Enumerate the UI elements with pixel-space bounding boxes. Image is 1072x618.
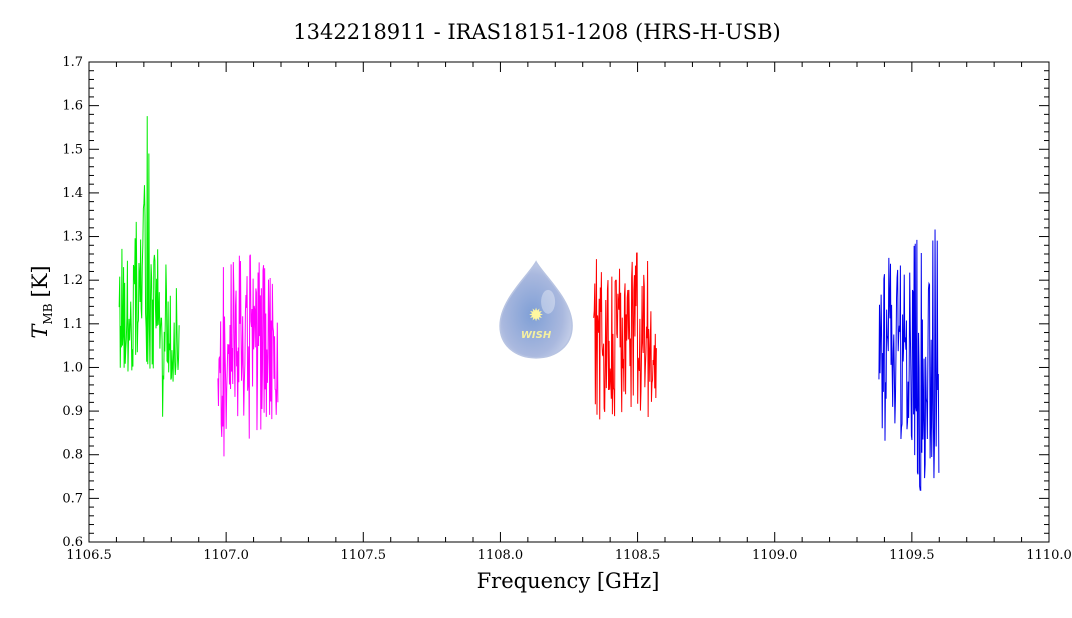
y-tick-label: 0.9 [62,404,83,419]
y-tick-label: 1.3 [62,230,83,245]
wish-highlight [541,289,556,314]
x-tick-label: 1110.0 [1026,548,1072,563]
y-tick-label: 1.6 [62,99,83,114]
axis-ticks [88,61,1050,543]
wish-logo: ✹ WISH [499,260,573,359]
y-axis-title: TMB [K] [28,265,55,338]
x-tick-label: 1108.5 [615,548,661,563]
y-tick-label: 1.0 [62,360,83,375]
y-axis-subscript: MB [41,303,55,324]
series-line-0 [118,116,180,417]
wish-logo-text: WISH [521,330,552,341]
y-tick-labels: 0.6 0.7 0.8 0.9 1.0 1.1 1.2 1.3 1.4 1.5 1.6 1.7 [62,55,83,550]
y-axis-symbol: T [28,323,52,339]
x-tick-label: 1107.0 [203,548,249,563]
y-tick-label: 1.1 [62,317,83,332]
y-tick-label: 0.6 [62,535,83,550]
series-0 [118,116,180,417]
plot-frame [88,61,1050,543]
x-axis-title: Frequency [GHz] [477,569,660,593]
wish-droplet [499,260,573,359]
star-icon: ✹ [529,305,544,326]
y-tick-label: 1.4 [62,186,83,201]
series-1 [217,254,279,457]
y-tick-label: 0.8 [62,448,83,463]
x-tick-label: 1107.5 [341,548,387,563]
chart-title: 1342218911 - IRAS18151-1208 (HRS-H-USB) [293,20,780,44]
y-tick-label: 1.7 [62,55,83,70]
series-2 [593,252,657,420]
x-tick-label: 1109.0 [752,548,798,563]
y-tick-label: 1.5 [62,142,83,157]
spectrum-traces [118,116,940,491]
series-line-2 [593,252,657,420]
series-line-1 [217,254,279,457]
x-tick-label: 1106.5 [66,548,112,563]
x-tick-labels: 1106.5 1107.0 1107.5 1108.0 1108.5 1109.0 1109… [66,548,1072,563]
x-tick-label: 1108.0 [478,548,524,563]
x-tick-label: 1109.5 [889,548,935,563]
y-axis-unit: [K] [28,265,52,297]
series-3 [878,229,940,491]
series-line-3 [878,229,940,491]
y-tick-label: 1.2 [62,273,83,288]
y-tick-label: 0.7 [62,491,83,506]
